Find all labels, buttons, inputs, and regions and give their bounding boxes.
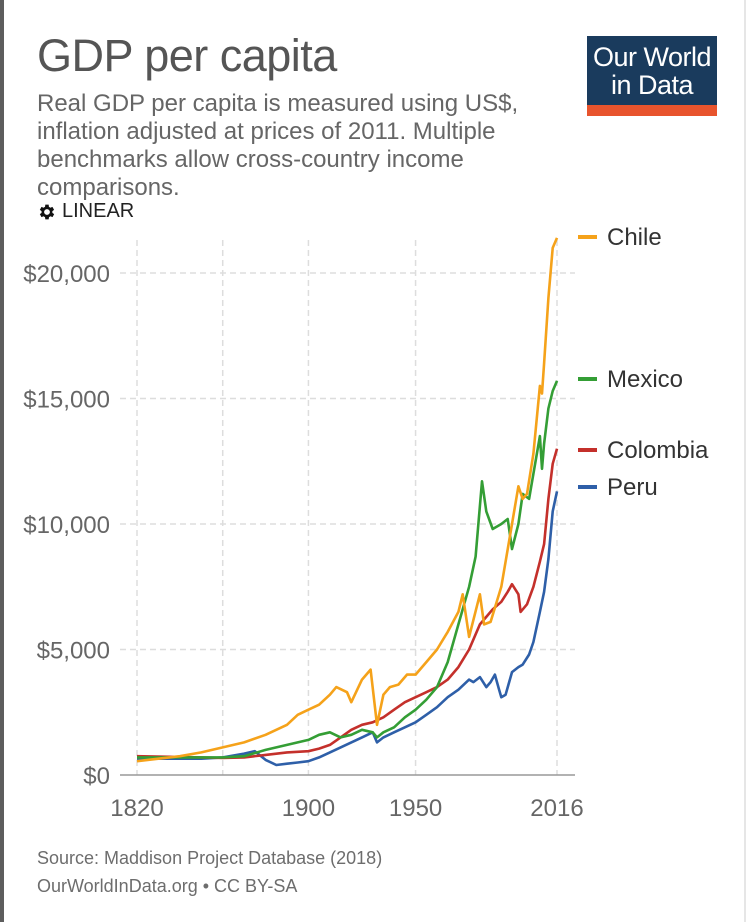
license-note: OurWorldInData.org • CC BY-SA: [37, 876, 298, 896]
owid-logo[interactable]: Our World in Data: [587, 36, 717, 116]
legend-label-chile: Chile: [607, 224, 662, 251]
x-tick-label: 1950: [389, 795, 442, 822]
legend-label-mexico: Mexico: [607, 366, 683, 393]
gear-icon: [39, 204, 55, 219]
logo-box: Our World in Data: [587, 36, 717, 105]
y-tick-label: $5,000: [37, 638, 110, 665]
y-tick-label: $10,000: [23, 512, 110, 539]
x-tick-label: 1820: [110, 795, 163, 822]
series-line-peru: [137, 491, 559, 767]
x-tick-label: 1900: [282, 795, 335, 822]
x-tick-label: 2016: [530, 795, 583, 822]
series-line-mexico: [137, 380, 559, 759]
axes: $0 $5,000 $10,000 $15,000 $20,000 1820 1900 195…: [23, 261, 583, 822]
logo-line-2: in Data: [610, 70, 694, 100]
grid-lines: [120, 240, 575, 775]
legend-label-colombia: Colombia: [607, 437, 709, 464]
scale-toggle-button[interactable]: LINEAR: [37, 200, 134, 223]
series-lines: [136, 237, 559, 767]
line-chart: $0 $5,000 $10,000 $15,000 $20,000 1820 1900 195…: [23, 224, 709, 822]
right-border: [744, 0, 746, 922]
y-tick-label: $15,000: [23, 387, 110, 414]
legend: Chile Mexico Colombia Peru: [578, 224, 709, 501]
subtitle: Real GDP per capita is measured using US…: [37, 90, 519, 201]
series-line-colombia: [136, 448, 559, 760]
left-border: [0, 0, 4, 922]
legend-label-peru: Peru: [607, 474, 658, 501]
logo-accent-bar: [587, 105, 717, 116]
page-title: GDP per capita: [37, 30, 337, 81]
scale-toggle-label: LINEAR: [62, 200, 135, 222]
y-tick-label: $0: [83, 763, 110, 790]
source-note: Source: Maddison Project Database (2018): [37, 848, 383, 868]
logo-line-1: Our World: [592, 42, 712, 72]
series-line-chile: [136, 237, 559, 763]
y-tick-label: $20,000: [23, 261, 110, 288]
